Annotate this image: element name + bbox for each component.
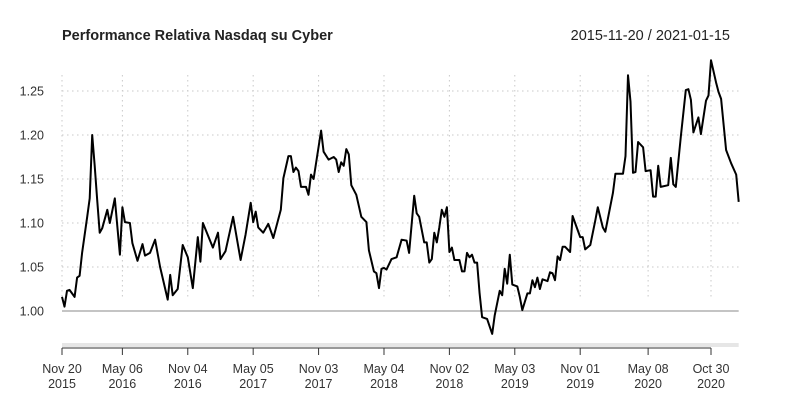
y-tick-label: 1.00	[20, 305, 44, 319]
x-tick-year: 2019	[501, 377, 529, 391]
x-tick-year: 2017	[239, 377, 267, 391]
y-tick-label: 1.20	[20, 129, 44, 143]
x-tick-year: 2018	[435, 377, 463, 391]
x-tick-label: Nov 20	[42, 362, 82, 376]
series-line	[61, 59, 740, 335]
y-axis: 1.00 1.05 1.10 1.15 1.20 1.25	[20, 85, 44, 319]
x-tick-year: 2020	[697, 377, 725, 391]
x-tick-label: Nov 04	[168, 362, 208, 376]
chart-title: Performance Relativa Nasdaq su Cyber	[62, 28, 333, 44]
x-tick-label: May 04	[363, 362, 404, 376]
series-points	[62, 60, 739, 334]
grid	[61, 75, 739, 300]
x-tick-label: May 05	[233, 362, 274, 376]
x-tick-year: 2016	[108, 377, 136, 391]
x-tick-label: May 03	[494, 362, 535, 376]
y-tick-label: 1.05	[20, 261, 44, 275]
x-tick-label: May 08	[628, 362, 669, 376]
x-tick-label: Nov 03	[299, 362, 339, 376]
x-tick-year: 2018	[370, 377, 398, 391]
date-range-label: 2015-11-20 / 2021-01-15	[571, 28, 730, 44]
y-tick-label: 1.25	[20, 85, 44, 99]
x-tick-year: 2016	[174, 377, 202, 391]
x-tick-label: Oct 30	[693, 362, 730, 376]
x-tick-year: 2019	[566, 377, 594, 391]
x-tick-year: 2015	[48, 377, 76, 391]
x-tick-label: Nov 01	[560, 362, 600, 376]
x-tick-year: 2020	[634, 377, 662, 391]
x-tick-label: May 06	[102, 362, 143, 376]
y-tick-label: 1.10	[20, 217, 44, 231]
x-tick-year: 2017	[305, 377, 333, 391]
y-tick-label: 1.15	[20, 173, 44, 187]
x-tick-label: Nov 02	[430, 362, 470, 376]
